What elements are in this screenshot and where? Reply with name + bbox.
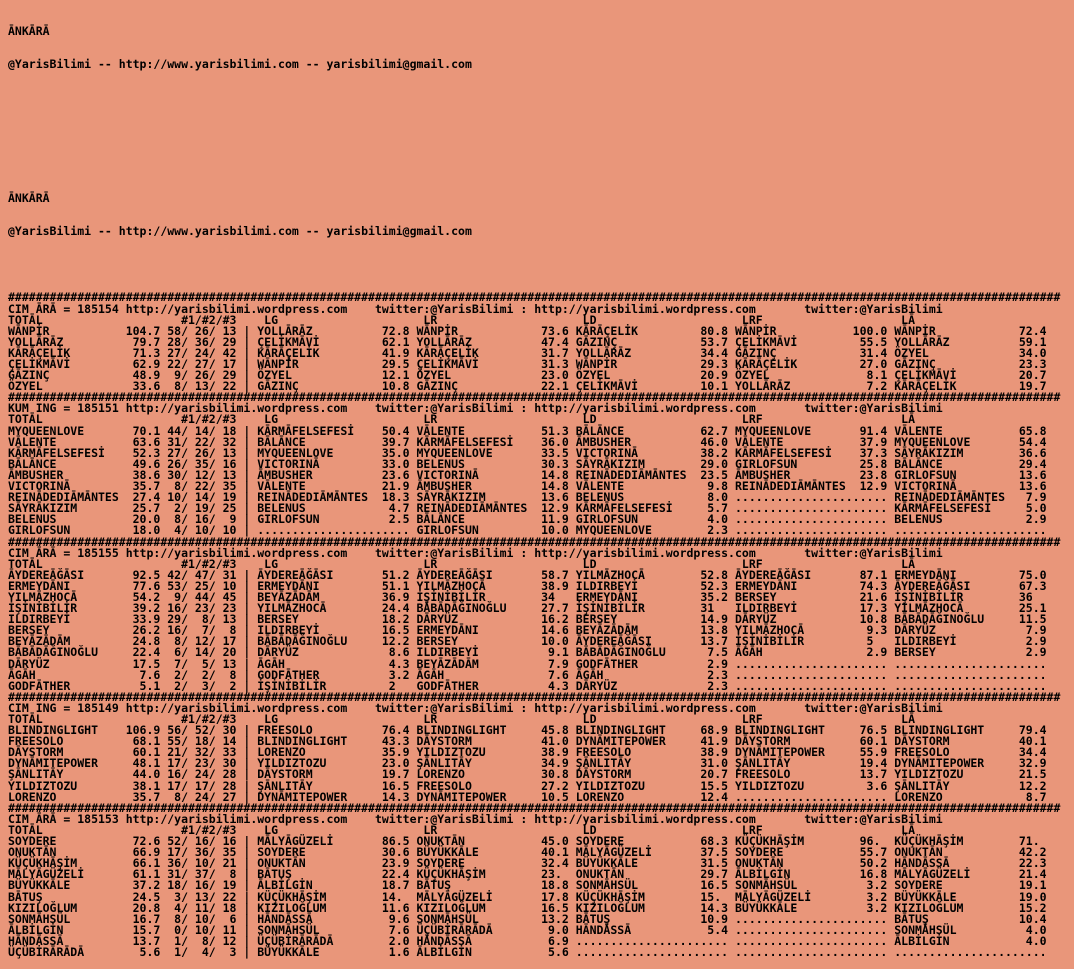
table-row: HĀNDĀSSĀ 13.7 1/ 8/ 12 | ÜÇÜBİRĀRĀDĀ 2.0… xyxy=(8,933,1054,948)
table-title-line: CIM ĀRĀ = 185154 http://yarisbilimi.word… xyxy=(8,301,943,316)
table-row: FREESOLO 68.1 55/ 18/ 14 | BLINDINGLIGHT… xyxy=(8,734,1054,749)
table-row: VICTORINĀ 35.7 8/ 22/ 35 | VĀLENTE 21.9 … xyxy=(8,479,1054,494)
separator-line: ########################################… xyxy=(8,534,1061,549)
terminal-screen: ĀNKĀRĀ @YarisBilimi -- http://www.yarisb… xyxy=(8,4,1060,969)
table-row: ĀYDEREĀĞĀSI 92.5 42/ 47/ 31 | ĀYDEREĀĞĀS… xyxy=(8,567,1054,582)
table-row: BÜYÜKKĀLE 37.2 18/ 16/ 19 | ĀLBİLGİN 18.… xyxy=(8,878,1054,893)
table-row: ŞĀNLITĀY 44.0 16/ 24/ 28 | DĀYSTORM 19.7… xyxy=(8,767,1054,782)
table-row: YILDIZTOZU 38.1 17/ 17/ 28 | ŞĀNLITĀY 16… xyxy=(8,778,1054,793)
table-row: LORENZO 35.7 8/ 24/ 27 | DYNĀMITEPOWER 1… xyxy=(8,789,1054,804)
table-row: YOLLĀRĀZ 79.7 28/ 36/ 29 | ÇELİKMĀVİ 62.… xyxy=(8,334,1054,349)
table-row: BĀLĀNCE 49.6 26/ 35/ 16 | VICTORINĀ 33.0… xyxy=(8,456,1054,471)
table-row: ĀMBUSHER 38.6 30/ 12/ 13 | ĀMBUSHER 23.6… xyxy=(8,467,1054,482)
table-title-line: KUM ING = 185151 http://yarisbilimi.word… xyxy=(8,401,943,416)
table-row: ÜÇÜBİRĀRĀDĀ 5.6 1/ 4/ 3 | BÜYÜKKĀLE 1.6 … xyxy=(8,944,1054,959)
column-header-line: TOTĀL #1/#2/#3 LG LR LD LRF LĀ xyxy=(8,712,1054,726)
tables-region: ########################################… xyxy=(8,292,1060,958)
separator-line: ########################################… xyxy=(8,800,1061,815)
table-row: WĀNPİR 104.7 58/ 26/ 13 | YOLLĀRĀZ 72.8 … xyxy=(8,323,1054,338)
column-header-line: TOTĀL #1/#2/#3 LG LR LD LRF LĀ xyxy=(8,822,1054,837)
table-row: KĀRĀÇELİK 71.3 27/ 24/ 42 | KĀRĀÇELİK 41… xyxy=(8,345,1054,360)
blank-line xyxy=(8,93,1060,104)
table-row: SĀYRĀKIZIM 25.7 2/ 19/ 25 | BELENUS 4.7 … xyxy=(8,501,1054,516)
table-title-line: CIM ĀRĀ = 185153 http://yarisbilimi.word… xyxy=(8,811,943,826)
column-header-line: TOTĀL #1/#2/#3 LG LR LD LRF LĀ xyxy=(8,556,1054,571)
table-row: BĀTUŞ 24.5 3/ 13/ 22 | KÜÇÜKHĀŞİM 14. MĀ… xyxy=(8,889,1054,904)
table-row: YILMĀZHOCĀ 54.2 9/ 44/ 45 | BEYĀZĀDĀM 36… xyxy=(8,589,1054,604)
table-row: BEYĀZĀDĀM 24.8 8/ 12/ 17 | BĀBĀDĀĞINOĞLU… xyxy=(8,634,1054,649)
table-row: GĀZINÇ 48.9 9/ 26/ 29 | ÖZYEL 12.1 ÖZYEL… xyxy=(8,368,1054,383)
table-row: ONUKTĀN 66.9 17/ 36/ 35 | SOYDERE 30.6 B… xyxy=(8,845,1054,860)
table-row: KIZILOĞLUM 20.8 4/ 11/ 18 | KIZILOĞLUM 1… xyxy=(8,900,1054,915)
stats-table-185149: ########################################… xyxy=(8,689,1061,804)
table-row: SONMĀHSÜL 16.7 8/ 10/ 6 | HĀNDĀSSĀ 9.6 S… xyxy=(8,911,1054,926)
table-row: BĀBĀDĀĞINOĞLU 22.4 6/ 14/ 20 | DĀRYÜZ 8.… xyxy=(8,645,1054,660)
header-contact: @YarisBilimi -- http://www.yarisbilimi.c… xyxy=(8,223,472,238)
table-row: BLINDINGLIGHT 106.9 56/ 52/ 30 | FREESOL… xyxy=(8,723,1054,738)
table-row: DĀRYÜZ 17.5 7/ 5/ 13 | ĀGĀH 4.3 BEYĀZĀDĀ… xyxy=(8,656,1054,671)
separator-line: ########################################… xyxy=(8,689,1061,704)
table-row: İŞİNİBİLİR 39.2 16/ 23/ 23 | YILMĀZHOCĀ … xyxy=(8,601,1054,616)
separator-line: ########################################… xyxy=(8,290,1061,305)
table-row: DĀYSTORM 60.1 21/ 32/ 33 | LORENZO 35.9 … xyxy=(8,745,1054,760)
separator-line: ########################################… xyxy=(8,390,1061,405)
table-row: REINĀDEDIĀMĀNTES 27.4 10/ 14/ 19 | REINĀ… xyxy=(8,490,1054,505)
table-row: MĀLYĀGÜZELİ 61.1 31/ 37/ 8 | BĀTUŞ 22.4 … xyxy=(8,867,1054,882)
blank-line xyxy=(8,126,1060,137)
header-city: ĀNKĀRĀ xyxy=(8,190,50,205)
stats-table-185154: ########################################… xyxy=(8,292,1060,392)
table-row: BERSEY 26.2 16/ 7/ 8 | ILDIRBEYİ 16.5 ER… xyxy=(8,623,1054,638)
stats-table-185153: ########################################… xyxy=(8,800,1061,959)
blank-line xyxy=(8,159,1060,170)
table-row: KÜÇÜKHĀŞİM 66.1 36/ 10/ 21 | ONUKTĀN 23.… xyxy=(8,856,1054,871)
blank-line xyxy=(8,259,1060,270)
table-row: KĀRMĀFELSEFESİ 52.3 27/ 26/ 13 | MYQUEEN… xyxy=(8,445,1054,460)
table-row: ĀGĀH 7.6 2/ 2/ 8 | GODFĀTHER 3.2 ĀGĀH 7.… xyxy=(8,667,1054,682)
table-title-line: CIM ING = 185149 http://yarisbilimi.word… xyxy=(8,700,943,715)
stats-table-185155: ########################################… xyxy=(8,534,1061,693)
table-row: GIRLOFSUN 18.0 4/ 10/ 10 | .............… xyxy=(8,523,1054,538)
stats-table-185151: ########################################… xyxy=(8,390,1061,538)
column-header-line: TOTĀL #1/#2/#3 LG LR LD LRF LĀ xyxy=(8,412,1054,427)
table-row: ÇELİKMĀVİ 62.9 22/ 27/ 17 | WĀNPİR 29.5 … xyxy=(8,357,1054,371)
table-row: ĀLBİLGİN 15.7 0/ 10/ 11 | SONMĀHSÜL 7.6 … xyxy=(8,922,1054,937)
column-header-line: TOTĀL #1/#2/#3 LG LR LD LRF LĀ xyxy=(8,312,1054,327)
table-row: GODFĀTHER 5.1 2/ 3/ 2 | İŞİNİBİLİR 2 GOD… xyxy=(8,678,1054,693)
table-row: BELENUS 20.0 8/ 16/ 9 | GIRLOFSUN 2.5 BĀ… xyxy=(8,512,1054,527)
table-row: ILDIRBEYİ 33.9 29/ 8/ 13 | BERSEY 18.2 D… xyxy=(8,612,1054,627)
table-row: DYNĀMITEPOWER 48.1 17/ 23/ 30 | YILDIZTO… xyxy=(8,756,1054,771)
table-row: ERMEYDĀNI 77.6 53/ 25/ 10 | ERMEYDĀNI 51… xyxy=(8,578,1054,593)
table-row: MYQUEENLOVE 70.1 44/ 14/ 18 | KĀRMĀFELSE… xyxy=(8,423,1054,438)
header-contact: @YarisBilimi -- http://www.yarisbilimi.c… xyxy=(8,57,472,72)
table-row: ÖZYEL 33.6 8/ 13/ 22 | GĀZINÇ 10.8 GĀZIN… xyxy=(8,379,1054,394)
table-row: SOYDERE 72.6 52/ 16/ 16 | MĀLYĀGÜZELİ 86… xyxy=(8,834,1054,849)
header-city: ĀNKĀRĀ xyxy=(8,24,50,39)
table-row: VĀLENTE 63.6 31/ 22/ 32 | BĀLĀNCE 39.7 K… xyxy=(8,434,1054,449)
table-title-line: CIM ĀRĀ = 185155 http://yarisbilimi.word… xyxy=(8,545,943,560)
